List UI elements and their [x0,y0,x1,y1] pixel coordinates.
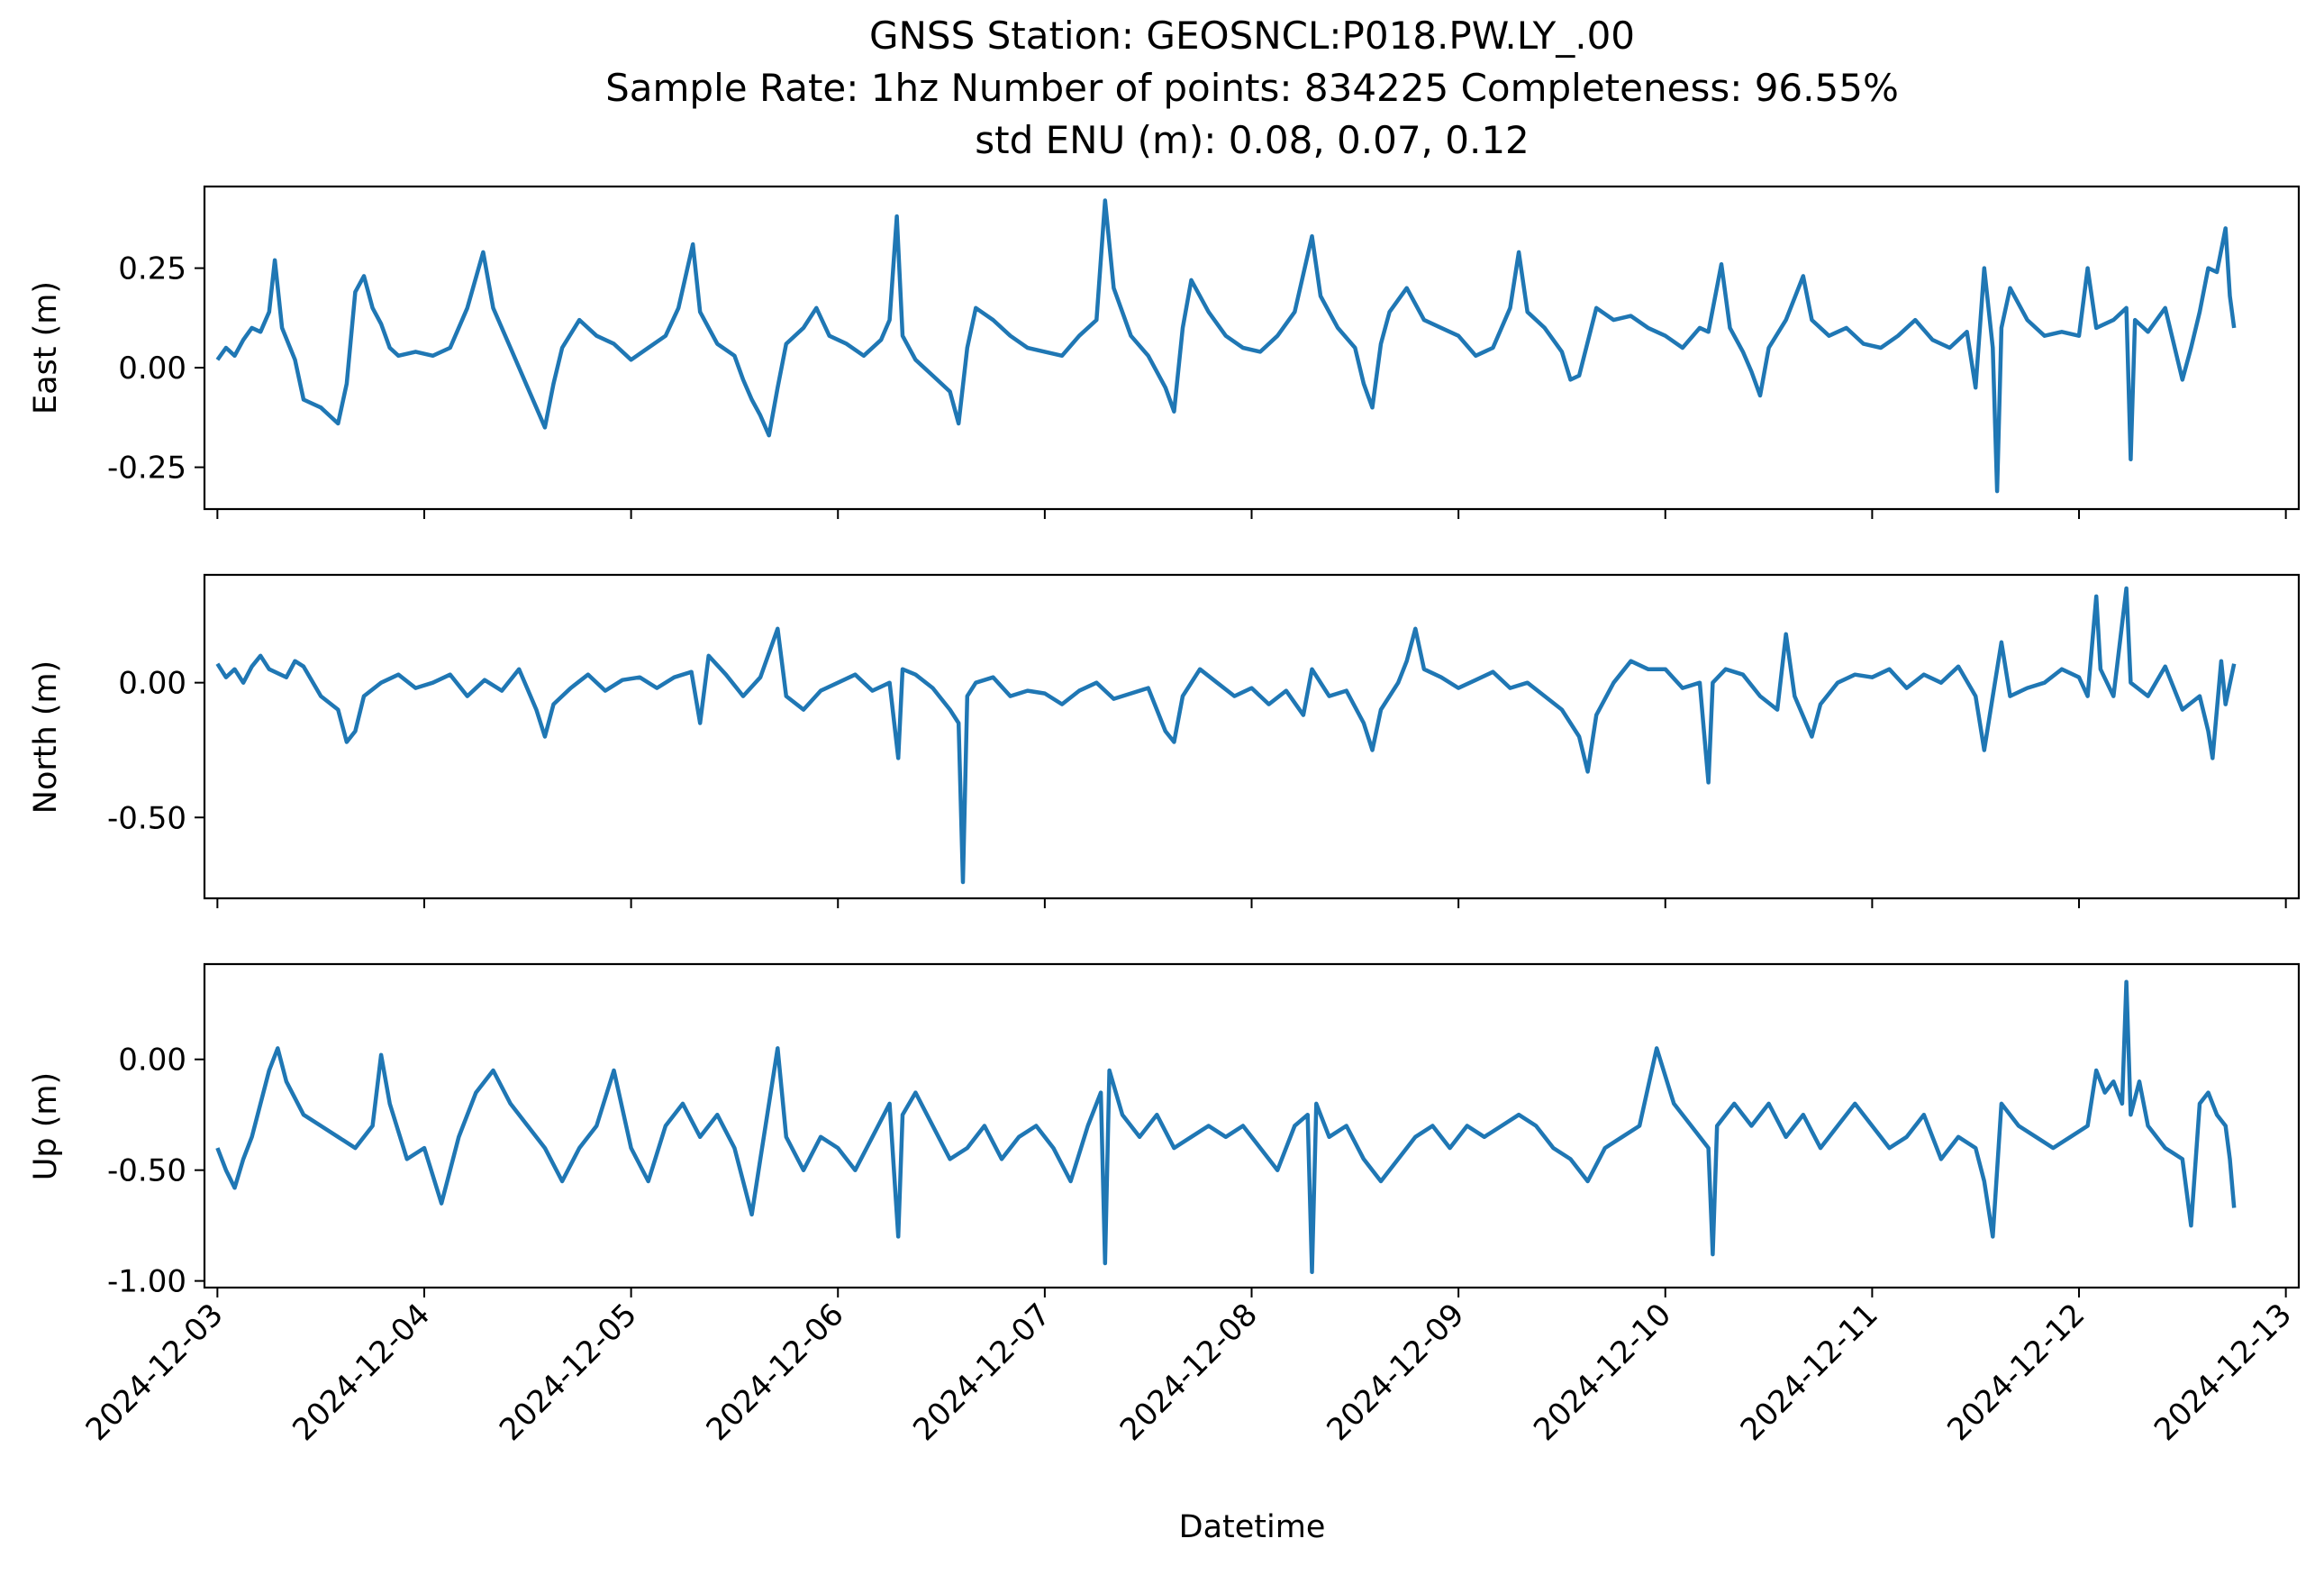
y-tick-label: 0.00 [118,1042,186,1079]
up-y-axis-label: Up (m) [28,1072,64,1180]
chart-title-line-2: Sample Rate: 1hz Number of points: 83422… [605,66,1899,110]
north-x-ticks [216,898,2287,908]
chart-title-line-1: GNSS Station: GEOSNCL:P018.PW.LY_.00 [869,14,1635,58]
north-panel: 0.00 -0.50 North (m) [28,573,2301,908]
y-tick-label: 0.00 [118,666,186,702]
north-y-axis-label: North (m) [28,660,64,814]
y-tick-label: 0.25 [118,251,186,287]
up-x-ticks [216,1288,2287,1297]
east-series-line [215,198,2237,494]
chart-title-line-3: std ENU (m): 0.08, 0.07, 0.12 [975,118,1530,162]
y-tick-label: -0.50 [107,800,186,836]
east-y-ticks: 0.25 0.00 -0.25 [107,251,204,487]
y-tick-label: -0.50 [107,1153,186,1189]
y-tick-label: -0.25 [107,451,186,487]
up-panel: 0.00 -0.50 -1.00 Up (m) [28,962,2301,1300]
north-y-ticks: 0.00 -0.50 [107,666,204,836]
y-tick-label: -1.00 [107,1264,186,1300]
up-y-ticks: 0.00 -0.50 -1.00 [107,1042,204,1300]
x-axis-label: Datetime [1179,1509,1326,1545]
y-tick-label: 0.00 [118,351,186,387]
east-x-ticks [216,509,2287,519]
north-series-line [215,586,2237,885]
up-series-line [215,979,2237,1275]
east-panel: 0.25 0.00 -0.25 East (m) [28,185,2301,519]
east-y-axis-label: East (m) [28,281,64,414]
